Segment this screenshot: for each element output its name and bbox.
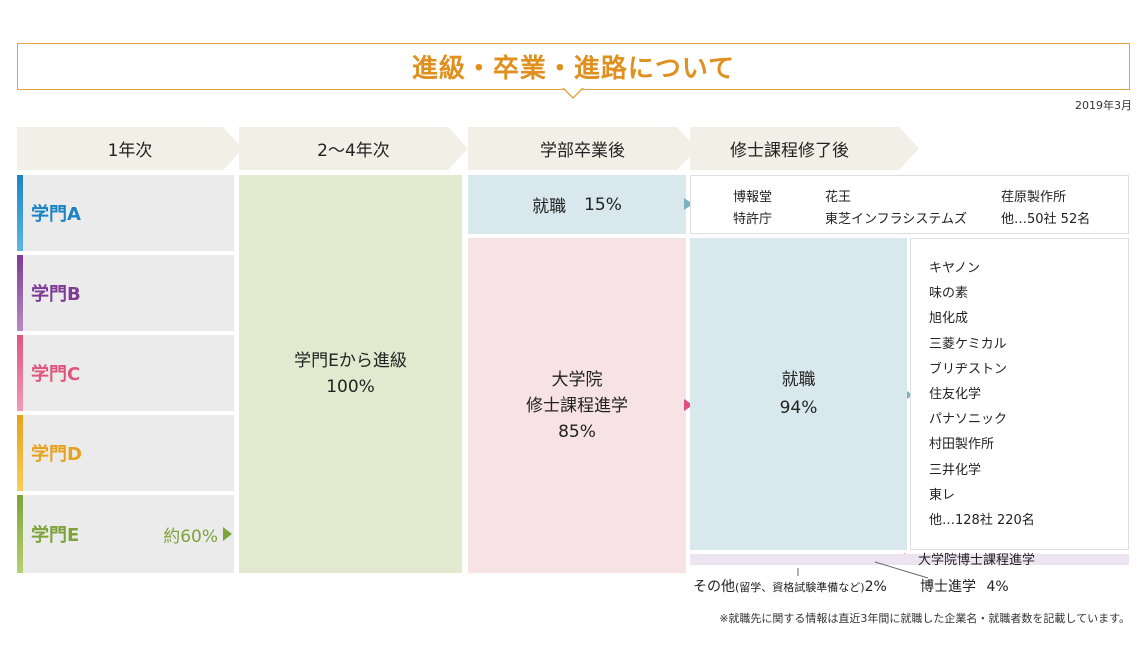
dept-d: 学門D <box>17 415 234 491</box>
company-item: 博報堂 <box>733 190 773 205</box>
master-company-list: キヤノン 味の素 旭化成 三菱ケミカル ブリヂストン 住友化学 パナソニック 村… <box>929 256 1035 533</box>
other-value: 2% <box>864 579 887 595</box>
undergrad-job-box: 就職 15% <box>468 175 686 234</box>
title-notch-inner <box>564 88 582 97</box>
company-item: 東レ <box>929 487 956 503</box>
leader-line-doctor <box>874 561 929 579</box>
dept-d-bar <box>17 415 23 491</box>
footnote: ※就職先に関する情報は直近3年間に就職した企業名・就職者数を記載しています。 <box>719 612 1130 625</box>
grad-school-value: 85% <box>558 421 596 442</box>
dept-a-bar <box>17 175 23 251</box>
company-item: 三井化学 <box>929 462 982 478</box>
dept-c-label: 学門C <box>31 364 81 385</box>
dept-b-label: 学門B <box>31 284 81 305</box>
header-year2-4: 2〜4年次 <box>239 127 468 170</box>
other-detail: (留学、資格試験準備など) <box>735 581 865 594</box>
master-companies: キヤノン 味の素 旭化成 三菱ケミカル ブリヂストン 住友化学 パナソニック 村… <box>910 238 1129 550</box>
undergrad-job-value: 15% <box>584 194 622 215</box>
arrow-right-icon <box>904 389 913 401</box>
dept-a-label: 学門A <box>31 204 81 225</box>
company-item: 住友化学 <box>929 387 982 403</box>
master-course-label: 修士課程進学 <box>526 395 628 416</box>
header-undergrad: 学部卒業後 <box>468 127 697 170</box>
arrow-right-icon <box>684 198 693 210</box>
master-job-value: 94% <box>779 398 818 418</box>
dept-a: 学門A <box>17 175 234 251</box>
dept-e-label: 学門E <box>31 525 80 546</box>
grad-school-box: 大学院 修士課程進学 85% <box>468 238 686 573</box>
dept-b-bar <box>17 255 23 331</box>
dept-e-bar <box>17 495 23 573</box>
promotion-label: 学門Eから進級 <box>294 351 407 371</box>
company-item: 花王 <box>825 190 852 205</box>
arrow-right-icon <box>684 399 693 411</box>
header-master: 修士課程修了後 <box>690 127 919 170</box>
other-outcome: その他(留学、資格試験準備など)2% <box>693 576 887 596</box>
company-item: 他…128社 220名 <box>929 513 1035 529</box>
dept-d-label: 学門D <box>31 444 82 465</box>
company-item: 他…50社 52名 <box>1001 212 1091 227</box>
company-item: 東芝インフラシステムズ <box>825 212 967 227</box>
company-item: 旭化成 <box>929 311 969 327</box>
promotion-box: 学門Eから進級 100% <box>239 175 462 573</box>
title-box <box>17 43 1130 90</box>
promotion-value: 100% <box>326 377 375 397</box>
other-label: その他 <box>693 579 735 595</box>
dept-c-bar <box>17 335 23 411</box>
company-item: 味の素 <box>929 286 969 302</box>
undergrad-job-label: 就職 <box>532 197 567 217</box>
company-item: ブリヂストン <box>929 361 1008 377</box>
dept-e-arrow-icon <box>223 527 232 541</box>
doctor-value: 4% <box>986 579 1009 595</box>
undergrad-companies: 博報堂 花王 荏原製作所 特許庁 東芝インフラシステムズ 他…50社 52名 <box>690 175 1129 234</box>
master-job-box: 就職 94% <box>690 238 907 550</box>
leader-lines <box>797 561 929 579</box>
date-label: 2019年3月 <box>1075 99 1132 112</box>
dept-e-ratio: 約60% <box>163 526 218 547</box>
page-title: 進級・卒業・進路について <box>411 54 736 84</box>
doctor-label: 博士進学 <box>920 579 976 595</box>
master-job-label: 就職 <box>781 370 816 390</box>
grad-school-label: 大学院 <box>551 369 603 390</box>
dept-e: 学門E 約60% <box>17 495 234 573</box>
company-item: 村田製作所 <box>929 437 995 453</box>
company-item: パナソニック <box>929 412 1008 428</box>
company-item: 特許庁 <box>733 212 773 227</box>
company-item: キヤノン <box>929 261 980 276</box>
company-item: 荏原製作所 <box>1001 190 1067 205</box>
doctor-course-bar <box>690 554 1129 565</box>
company-item: 三菱ケミカル <box>929 336 1007 352</box>
dept-c: 学門C <box>17 335 234 411</box>
doctor-course-label: 大学院博士課程進学 <box>918 553 1036 568</box>
doctor-outcome: 博士進学 4% <box>920 576 1009 596</box>
header-year1: 1年次 <box>17 127 243 170</box>
dept-b: 学門B <box>17 255 234 331</box>
